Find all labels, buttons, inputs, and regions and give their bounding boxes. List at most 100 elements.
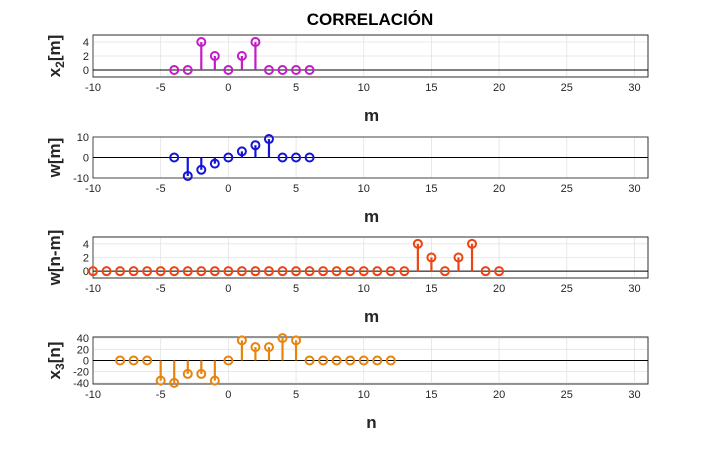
stem-marker bbox=[439, 266, 450, 277]
x-tick-label: 0 bbox=[225, 283, 231, 295]
x-tick-label: -10 bbox=[85, 183, 101, 195]
x-tick-label: 15 bbox=[425, 283, 437, 295]
y-axis-label: x2[m] bbox=[45, 35, 67, 78]
y-tick-label: 40 bbox=[77, 333, 89, 345]
stem-marker bbox=[263, 134, 274, 145]
stem-marker bbox=[399, 266, 410, 277]
stem-marker bbox=[169, 65, 180, 75]
x-tick-label: 30 bbox=[628, 283, 640, 295]
y-tick-label: 0 bbox=[83, 266, 89, 278]
x-tick-label: -5 bbox=[156, 82, 166, 94]
y-tick-label: 0 bbox=[83, 65, 89, 77]
stem-marker bbox=[236, 266, 247, 277]
stem-marker bbox=[128, 355, 139, 366]
stem-marker bbox=[277, 333, 288, 344]
y-tick-label: 0 bbox=[83, 356, 89, 368]
stem-marker bbox=[385, 266, 396, 277]
x-tick-label: -5 bbox=[156, 283, 166, 295]
x-tick-label: 20 bbox=[493, 389, 505, 401]
stem-marker bbox=[331, 355, 342, 366]
stem-marker bbox=[277, 65, 288, 75]
x-tick-label: 10 bbox=[358, 183, 370, 195]
x-tick-label: 20 bbox=[493, 183, 505, 195]
x-tick-label: 30 bbox=[628, 183, 640, 195]
x-tick-label: 30 bbox=[628, 82, 640, 94]
x-tick-label: -10 bbox=[85, 82, 101, 94]
stem-marker bbox=[372, 355, 383, 366]
stem-marker bbox=[345, 355, 356, 366]
stem-marker bbox=[223, 65, 234, 75]
stem-marker bbox=[358, 266, 369, 277]
stem-marker bbox=[291, 335, 302, 346]
stem-marker bbox=[372, 266, 383, 277]
stem-marker bbox=[196, 266, 207, 277]
y-tick-label: 2 bbox=[83, 253, 89, 265]
stem-marker bbox=[236, 146, 247, 157]
stem-marker bbox=[223, 152, 234, 163]
y-tick-label: 0 bbox=[83, 153, 89, 165]
stem-marker bbox=[345, 266, 356, 277]
y-axis-label: w[n-m] bbox=[45, 230, 64, 287]
stem-marker bbox=[480, 266, 491, 277]
stem-marker bbox=[263, 266, 274, 277]
stem-marker bbox=[291, 266, 302, 277]
y-axis-label: w[m] bbox=[45, 138, 64, 179]
stem-marker bbox=[453, 252, 464, 263]
x-tick-label: 10 bbox=[358, 283, 370, 295]
stem-marker bbox=[209, 266, 220, 277]
x-tick-label: 15 bbox=[425, 389, 437, 401]
x-axis-label: m bbox=[364, 307, 379, 326]
x-axis-label: m bbox=[364, 207, 379, 226]
x-tick-label: 25 bbox=[561, 283, 573, 295]
x-tick-label: 30 bbox=[628, 389, 640, 401]
stem-marker bbox=[467, 238, 478, 249]
x-tick-label: 0 bbox=[225, 389, 231, 401]
stem-marker bbox=[236, 335, 247, 346]
stem-marker bbox=[291, 65, 302, 75]
x-axis-label: n bbox=[366, 413, 376, 432]
figure-title: CORRELACIÓN bbox=[307, 10, 434, 29]
x-tick-label: 20 bbox=[493, 82, 505, 94]
y-tick-label: 20 bbox=[77, 344, 89, 356]
y-tick-label: 2 bbox=[83, 51, 89, 63]
y-tick-label: -10 bbox=[73, 173, 89, 185]
x-tick-label: 5 bbox=[293, 389, 299, 401]
stem-marker bbox=[291, 152, 302, 163]
stem-marker bbox=[385, 355, 396, 366]
stem-marker bbox=[426, 252, 437, 263]
x-tick-label: -5 bbox=[156, 183, 166, 195]
stem-marker bbox=[196, 368, 207, 379]
stem-marker bbox=[412, 238, 423, 249]
stem-marker bbox=[169, 266, 180, 277]
subplot-2: -10 -5 0 5 10 15 20 25 30 -10 0 10 m w[m] bbox=[45, 132, 649, 226]
stem-marker bbox=[115, 355, 126, 366]
stem-marker bbox=[277, 152, 288, 163]
stem-marker bbox=[331, 266, 342, 277]
plot-frame bbox=[92, 236, 649, 279]
stem-marker bbox=[209, 51, 220, 61]
y-tick-label: 4 bbox=[83, 37, 89, 49]
y-axis-label: x3[n] bbox=[45, 342, 67, 380]
stem-marker bbox=[250, 140, 261, 151]
stem-marker bbox=[115, 266, 126, 277]
x-tick-label: 5 bbox=[293, 283, 299, 295]
stem-marker bbox=[304, 266, 315, 277]
stem-marker bbox=[236, 51, 247, 61]
stem-marker bbox=[182, 266, 193, 277]
stem-marker bbox=[250, 37, 261, 47]
y-tick-label: -40 bbox=[73, 378, 89, 390]
stem-marker bbox=[304, 355, 315, 366]
stem-marker bbox=[250, 266, 261, 277]
stem-marker bbox=[169, 377, 180, 388]
stem-marker bbox=[182, 65, 193, 75]
x-tick-label: -10 bbox=[85, 283, 101, 295]
x-tick-label: 5 bbox=[293, 82, 299, 94]
x-tick-label: 25 bbox=[561, 82, 573, 94]
stem-marker bbox=[263, 342, 274, 353]
x-tick-label: 5 bbox=[293, 183, 299, 195]
x-tick-label: 15 bbox=[425, 183, 437, 195]
stem-marker bbox=[318, 355, 329, 366]
